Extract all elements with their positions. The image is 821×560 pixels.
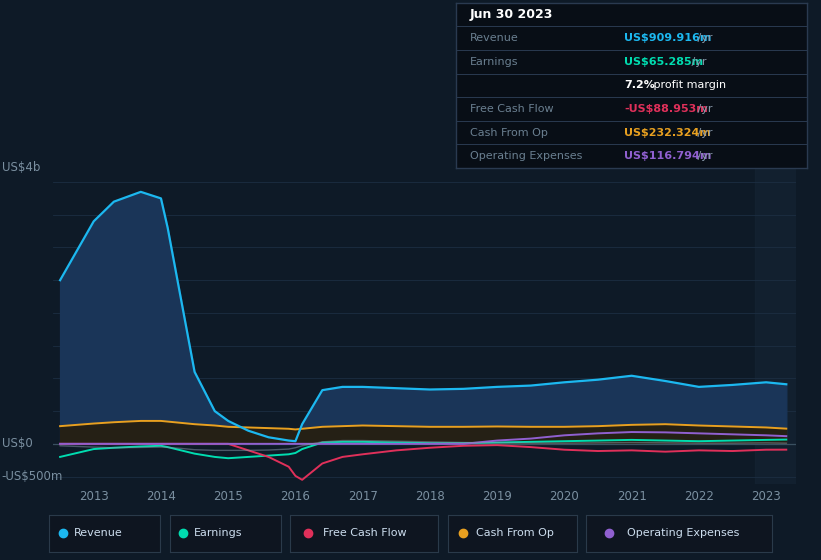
Text: US$65.285m: US$65.285m <box>624 57 704 67</box>
Text: /yr: /yr <box>694 128 713 138</box>
Text: /yr: /yr <box>694 33 713 43</box>
Text: /yr: /yr <box>694 104 713 114</box>
Text: Jun 30 2023: Jun 30 2023 <box>470 8 553 21</box>
Text: US$232.324m: US$232.324m <box>624 128 711 138</box>
Text: US$116.794m: US$116.794m <box>624 151 712 161</box>
Bar <box>754 162 796 484</box>
Text: Cash From Op: Cash From Op <box>476 529 554 538</box>
Text: US$909.916m: US$909.916m <box>624 33 712 43</box>
Text: /yr: /yr <box>694 151 713 161</box>
Text: Revenue: Revenue <box>470 33 518 43</box>
Text: -US$88.953m: -US$88.953m <box>624 104 708 114</box>
Text: Revenue: Revenue <box>74 529 122 538</box>
Text: Operating Expenses: Operating Expenses <box>470 151 582 161</box>
Text: US$0: US$0 <box>2 437 32 450</box>
Text: Earnings: Earnings <box>470 57 518 67</box>
Text: Operating Expenses: Operating Expenses <box>627 529 740 538</box>
Text: 7.2%: 7.2% <box>624 81 655 90</box>
Text: Free Cash Flow: Free Cash Flow <box>323 529 406 538</box>
Text: Free Cash Flow: Free Cash Flow <box>470 104 553 114</box>
Text: /yr: /yr <box>687 57 706 67</box>
Text: profit margin: profit margin <box>649 81 726 90</box>
Text: US$4b: US$4b <box>2 161 40 174</box>
Text: Cash From Op: Cash From Op <box>470 128 548 138</box>
Text: Earnings: Earnings <box>194 529 243 538</box>
Text: -US$500m: -US$500m <box>2 470 63 483</box>
